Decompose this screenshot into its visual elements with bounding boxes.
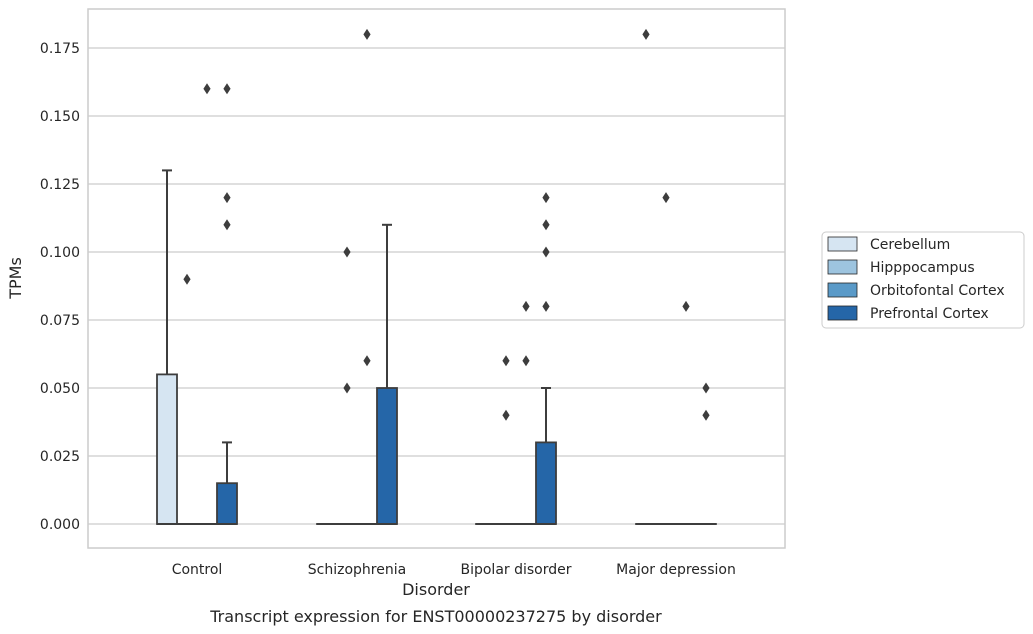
y-tick-label: 0.175 — [40, 41, 80, 57]
outlier-point — [542, 246, 550, 258]
outlier-point — [502, 409, 510, 421]
box — [216, 482, 238, 525]
outlier-point — [542, 300, 550, 312]
x-tick-label: Major depression — [616, 562, 736, 578]
outlier-point — [542, 219, 550, 231]
outlier-point — [662, 192, 670, 204]
x-axis-label: Disorder — [402, 580, 470, 599]
outliers — [183, 28, 710, 421]
y-tick-label: 0.125 — [40, 177, 80, 193]
outlier-point — [363, 355, 371, 367]
plot-frame — [87, 8, 786, 549]
box — [376, 387, 398, 525]
y-tick-label: 0.000 — [40, 517, 80, 533]
y-tick-label: 0.025 — [40, 449, 80, 465]
legend-swatch — [827, 282, 858, 298]
outlier-point — [522, 355, 530, 367]
legend-label: Cerebellum — [870, 237, 950, 253]
axes: 0.000 0.025 0.050 0.075 0.100 0.125 0.150 0.175… — [40, 41, 736, 578]
outlier-point — [223, 219, 231, 231]
x-tick-label: Control — [172, 562, 223, 578]
outlier-point — [702, 382, 710, 394]
legend-label: Prefrontal Cortex — [870, 306, 989, 322]
y-tick-label: 0.050 — [40, 381, 80, 397]
outlier-point — [203, 83, 211, 95]
legend-swatch — [827, 236, 858, 252]
outlier-point — [343, 246, 351, 258]
y-tick-label: 0.100 — [40, 245, 80, 261]
chart-caption: Transcript expression for ENST0000023727… — [209, 607, 662, 626]
boxes — [156, 169, 717, 525]
legend-frame — [821, 231, 1025, 329]
box — [156, 373, 178, 525]
outlier-point — [223, 83, 231, 95]
legend-swatch — [827, 259, 858, 275]
outlier-point — [363, 28, 371, 40]
legend-swatch — [827, 305, 858, 321]
box — [535, 441, 557, 525]
outlier-point — [502, 355, 510, 367]
y-axis-label: TPMs — [6, 257, 25, 300]
gridlines — [88, 47, 785, 525]
outlier-point — [682, 300, 690, 312]
outlier-point — [642, 28, 650, 40]
legend: Cerebellum Hipppocampus Orbitofontal Corte… — [821, 231, 1025, 329]
outlier-point — [343, 382, 351, 394]
outlier-point — [183, 273, 191, 285]
outlier-point — [223, 192, 231, 204]
outlier-point — [522, 300, 530, 312]
y-tick-label: 0.150 — [40, 109, 80, 125]
legend-label: Hipppocampus — [870, 260, 975, 276]
outlier-point — [702, 409, 710, 421]
legend-label: Orbitofontal Cortex — [870, 283, 1005, 299]
x-tick-label: Bipolar disorder — [460, 562, 571, 578]
x-tick-label: Schizophrenia — [308, 562, 406, 578]
outlier-point — [542, 192, 550, 204]
y-tick-label: 0.075 — [40, 313, 80, 329]
